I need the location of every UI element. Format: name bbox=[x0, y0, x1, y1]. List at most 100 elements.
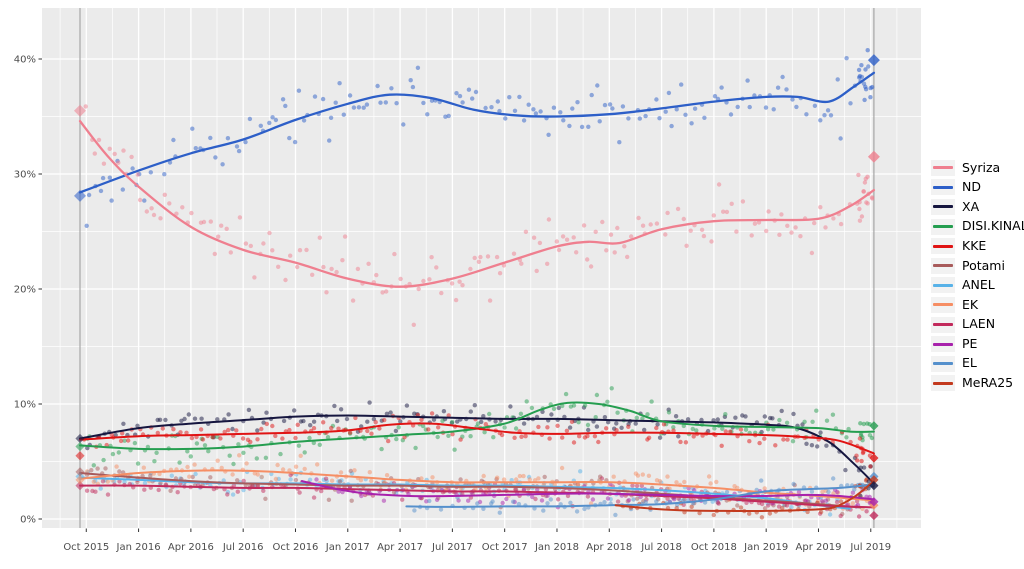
poll-point bbox=[93, 489, 98, 494]
x-tick-label: Jul 2016 bbox=[222, 542, 264, 553]
poll-point bbox=[548, 497, 553, 502]
poll-point bbox=[663, 109, 668, 114]
legend-label-disi.kinal: DISI.KINAL bbox=[962, 218, 1024, 234]
poll-point bbox=[734, 229, 739, 234]
poll-point bbox=[107, 175, 113, 180]
poll-point bbox=[533, 496, 538, 502]
poll-point bbox=[604, 248, 609, 253]
poll-point bbox=[208, 219, 213, 224]
poll-point bbox=[310, 272, 315, 277]
poll-point bbox=[858, 421, 863, 426]
poll-point bbox=[823, 498, 829, 503]
poll-point bbox=[241, 487, 246, 493]
poll-point bbox=[208, 475, 213, 480]
poll-point bbox=[559, 465, 565, 471]
poll-point bbox=[859, 458, 864, 464]
poll-point bbox=[592, 434, 598, 439]
election-result-LAEN bbox=[75, 481, 85, 491]
poll-point bbox=[810, 419, 815, 424]
poll-point bbox=[255, 437, 260, 442]
poll-point bbox=[857, 206, 862, 212]
poll-point bbox=[235, 478, 240, 483]
poll-point bbox=[538, 109, 543, 114]
poll-point bbox=[804, 112, 809, 117]
trend-line-ND bbox=[78, 71, 876, 194]
x-tick-label: Jul 2018 bbox=[640, 542, 682, 553]
poll-point bbox=[230, 492, 236, 497]
poll-point bbox=[154, 450, 159, 455]
poll-point bbox=[450, 419, 455, 425]
poll-point bbox=[248, 243, 253, 249]
poll-point bbox=[369, 431, 374, 436]
poll-point bbox=[336, 426, 341, 431]
poll-point bbox=[120, 187, 126, 192]
poll-point bbox=[174, 211, 179, 216]
poll-point bbox=[247, 116, 253, 122]
trend-line-Potami bbox=[79, 472, 862, 509]
poll-point bbox=[335, 418, 340, 424]
legend-label-mera25: MeRA25 bbox=[962, 375, 1014, 391]
poll-point bbox=[347, 430, 353, 435]
legend-label-potami: Potami bbox=[962, 257, 1005, 273]
legend-label-kke: KKE bbox=[962, 237, 987, 253]
poll-point bbox=[200, 437, 206, 442]
poll-point bbox=[192, 462, 197, 467]
poll-point bbox=[458, 437, 463, 442]
poll-point bbox=[517, 473, 523, 479]
trend-line-DISI.KINAL bbox=[79, 401, 875, 451]
poll-point bbox=[85, 445, 90, 451]
poll-point bbox=[373, 420, 378, 425]
legend-label-pe: PE bbox=[962, 335, 978, 351]
poll-point bbox=[231, 483, 237, 488]
poll-point bbox=[518, 411, 524, 416]
poll-point bbox=[770, 416, 775, 421]
poll-point bbox=[327, 138, 332, 143]
poll-point bbox=[809, 443, 815, 448]
poll-point bbox=[596, 439, 601, 445]
poll-point bbox=[857, 73, 863, 79]
poll-point bbox=[610, 106, 615, 111]
poll-point bbox=[169, 473, 174, 478]
poll-point bbox=[478, 254, 483, 260]
legend-item-laen: LAEN bbox=[931, 315, 1024, 335]
poll-point bbox=[415, 65, 421, 71]
poll-point bbox=[466, 498, 471, 503]
poll-point bbox=[398, 276, 403, 282]
poll-point bbox=[728, 112, 734, 117]
poll-point bbox=[241, 478, 246, 484]
poll-point bbox=[429, 98, 435, 103]
poll-point bbox=[158, 216, 163, 221]
poll-point bbox=[301, 418, 306, 424]
x-tick-label: Apr 2016 bbox=[168, 542, 214, 553]
poll-point bbox=[230, 426, 235, 432]
poll-point bbox=[672, 497, 677, 502]
poll-point bbox=[714, 479, 719, 485]
poll-point bbox=[637, 116, 642, 121]
poll-point bbox=[401, 122, 406, 127]
poll-point bbox=[666, 410, 672, 415]
poll-point bbox=[384, 473, 390, 478]
poll-point bbox=[168, 488, 173, 493]
poll-point bbox=[521, 487, 527, 492]
poll-point bbox=[818, 509, 824, 515]
poll-point bbox=[231, 461, 236, 467]
poll-point bbox=[198, 427, 204, 432]
poll-point bbox=[378, 100, 383, 105]
poll-point bbox=[224, 226, 229, 231]
poll-point bbox=[870, 196, 875, 201]
poll-point bbox=[735, 503, 740, 508]
election-result-PE bbox=[869, 497, 879, 507]
x-tick-label: Oct 2016 bbox=[273, 542, 319, 553]
poll-point bbox=[246, 407, 252, 413]
poll-point bbox=[796, 489, 802, 495]
poll-point bbox=[236, 442, 241, 447]
poll-point bbox=[738, 427, 744, 432]
poll-point bbox=[586, 124, 591, 129]
poll-point bbox=[554, 239, 559, 244]
poll-point bbox=[213, 155, 218, 160]
poll-point bbox=[425, 112, 430, 117]
poll-point bbox=[861, 421, 866, 427]
poll-point bbox=[861, 465, 867, 470]
poll-point bbox=[519, 434, 524, 439]
poll-point bbox=[349, 498, 354, 503]
